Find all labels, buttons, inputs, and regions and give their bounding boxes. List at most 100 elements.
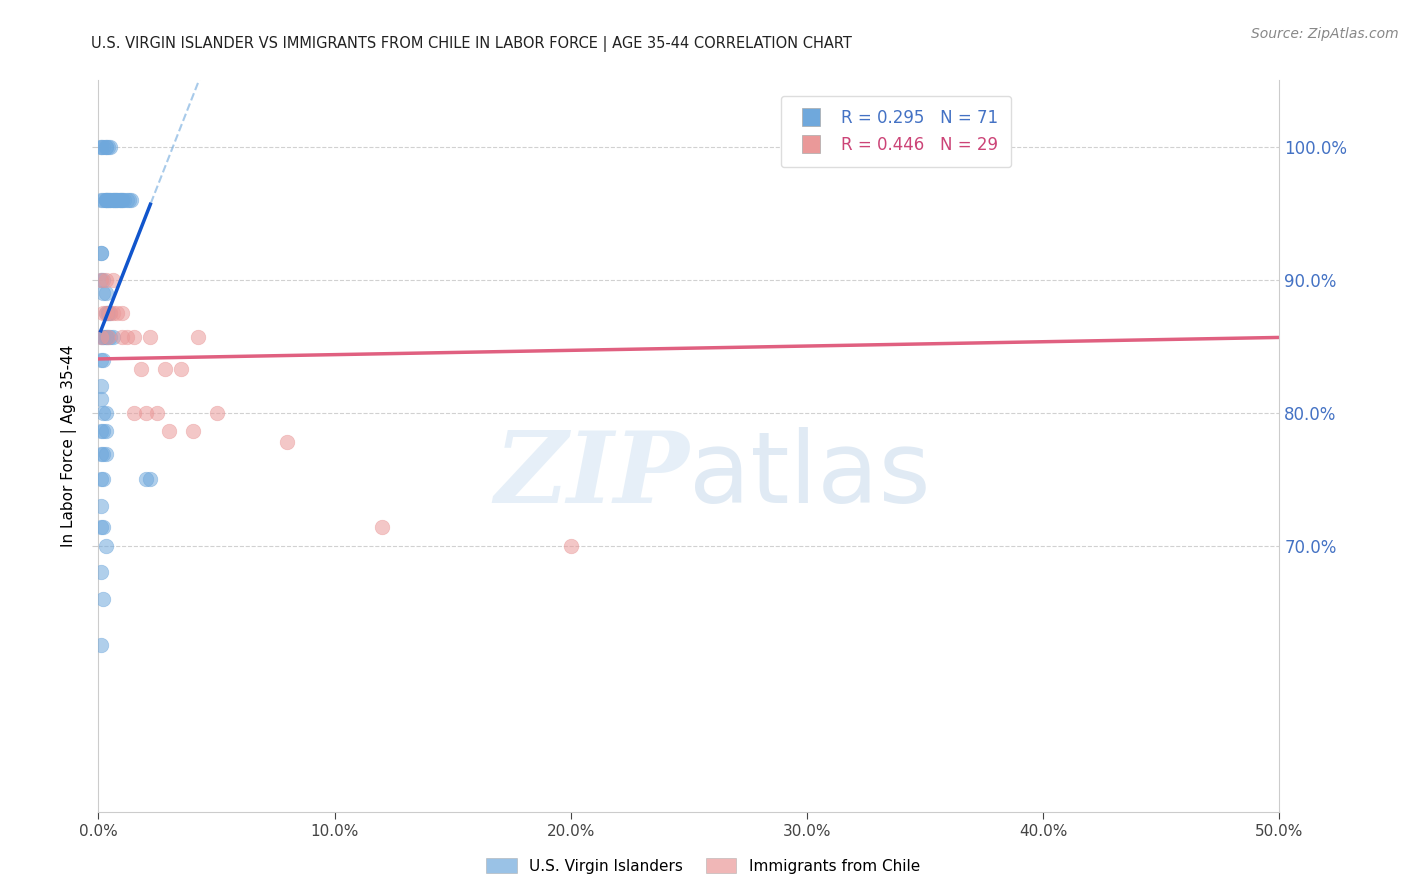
Point (129, 362, 152, 376)
Point (90, 639, 112, 653)
Point (94, 286, 117, 301)
Point (97, 193, 120, 207)
Point (122, 330, 145, 344)
Point (94, 193, 117, 207)
Point (984, 140, 1007, 154)
Point (91, 330, 114, 344)
Point (94, 330, 117, 344)
Point (90, 566, 112, 580)
Point (91, 286, 114, 301)
Point (90, 352, 112, 367)
Point (98, 306, 121, 320)
Point (97, 306, 120, 320)
Point (170, 362, 193, 376)
Point (94, 140, 117, 154)
Point (90, 520, 112, 534)
Point (90, 392, 112, 407)
Point (91, 306, 114, 320)
Point (112, 193, 135, 207)
Point (94, 406, 117, 420)
Text: Source: ZipAtlas.com: Source: ZipAtlas.com (1251, 27, 1399, 41)
Point (118, 193, 141, 207)
Point (91, 140, 114, 154)
Point (94, 193, 117, 207)
Point (101, 193, 124, 207)
Point (91, 591, 114, 606)
Point (187, 330, 209, 344)
Point (146, 406, 169, 420)
Point (90, 472, 112, 486)
Point (121, 193, 143, 207)
Point (98, 140, 121, 154)
Point (111, 306, 134, 320)
Point (91, 193, 114, 207)
Point (91, 273, 114, 287)
Point (101, 306, 124, 320)
Point (276, 435, 298, 450)
Text: U.S. VIRGIN ISLANDER VS IMMIGRANTS FROM CHILE IN LABOR FORCE | AGE 35-44 CORRELA: U.S. VIRGIN ISLANDER VS IMMIGRANTS FROM … (91, 36, 852, 52)
Point (91, 352, 114, 367)
Point (94, 273, 117, 287)
Point (90, 330, 112, 344)
Point (560, 539, 582, 553)
Point (90, 273, 112, 287)
Point (101, 193, 124, 207)
Legend: U.S. Virgin Islanders, Immigrants from Chile: U.S. Virgin Islanders, Immigrants from C… (479, 852, 927, 880)
Point (111, 193, 134, 207)
Point (153, 362, 176, 376)
Point (91, 447, 114, 461)
Point (104, 193, 127, 207)
Point (90, 246, 112, 260)
Point (101, 330, 124, 344)
Point (97, 306, 120, 320)
Point (98, 306, 121, 320)
Point (135, 406, 157, 420)
Text: atlas: atlas (689, 426, 931, 524)
Point (111, 193, 134, 207)
Point (122, 406, 145, 420)
Point (94, 330, 117, 344)
Point (97, 193, 120, 207)
Point (98, 193, 121, 207)
Point (91, 520, 114, 534)
Point (139, 330, 162, 344)
Point (97, 140, 120, 154)
Point (94, 539, 117, 553)
Point (90, 379, 112, 393)
Point (90, 140, 112, 154)
Point (139, 472, 162, 486)
Point (98, 193, 121, 207)
Point (108, 193, 131, 207)
Point (90, 330, 112, 344)
Point (115, 330, 138, 344)
Text: ZIP: ZIP (494, 427, 689, 524)
Point (90, 425, 112, 439)
Point (91, 425, 114, 439)
Point (90, 140, 112, 154)
Point (94, 306, 117, 320)
Point (371, 520, 394, 534)
Point (91, 406, 114, 420)
Point (181, 425, 204, 439)
Point (105, 193, 128, 207)
Y-axis label: In Labor Force | Age 35-44: In Labor Force | Age 35-44 (60, 345, 77, 547)
Point (94, 425, 117, 439)
Point (104, 193, 127, 207)
Point (94, 306, 117, 320)
Point (91, 330, 114, 344)
Point (108, 193, 131, 207)
Point (115, 193, 138, 207)
Point (90, 273, 112, 287)
Point (105, 306, 128, 320)
Point (90, 193, 112, 207)
Point (157, 425, 180, 439)
Point (94, 140, 117, 154)
Point (205, 406, 228, 420)
Point (91, 472, 114, 486)
Point (90, 246, 112, 260)
Point (97, 330, 120, 344)
Point (98, 330, 121, 344)
Point (90, 447, 112, 461)
Point (135, 472, 157, 486)
Point (111, 330, 134, 344)
